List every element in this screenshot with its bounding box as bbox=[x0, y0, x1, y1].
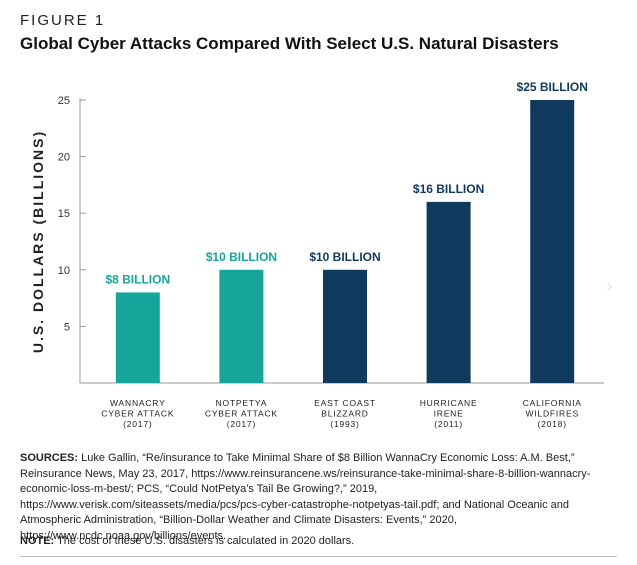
x-tick-label: (2017) bbox=[123, 419, 152, 429]
sources-label: SOURCES: bbox=[20, 452, 79, 464]
chevron-right-icon[interactable]: › bbox=[606, 275, 613, 297]
figure-title: Global Cyber Attacks Compared With Selec… bbox=[20, 34, 559, 53]
x-tick-label: (1993) bbox=[330, 419, 359, 429]
bar bbox=[323, 269, 367, 383]
bar-data-label: $10 BILLION bbox=[206, 250, 277, 264]
x-tick-label: (2017) bbox=[227, 419, 256, 429]
bar bbox=[219, 269, 264, 383]
x-tick-label: (2011) bbox=[434, 419, 463, 429]
bar-data-label: $10 BILLION bbox=[309, 250, 380, 264]
note: NOTE: The cost of these U.S. disasters i… bbox=[20, 534, 620, 549]
bar-data-label: $16 BILLION bbox=[413, 182, 484, 196]
x-tick-label: EAST COAST bbox=[314, 398, 376, 408]
bars: $8 BILLION $10 BILLION $10 BILLION $16 BILL… bbox=[105, 80, 588, 383]
note-text: The cost of these U.S. disasters is calc… bbox=[54, 535, 355, 547]
x-tick-label: NOTPETYA bbox=[216, 398, 268, 408]
bar bbox=[115, 292, 160, 383]
figure-label: FIGURE 1 bbox=[20, 12, 106, 29]
x-tick-label: WILDFIRES bbox=[525, 409, 578, 419]
note-label: NOTE: bbox=[20, 535, 55, 547]
y-tick-label: 25 bbox=[58, 95, 70, 107]
divider bbox=[20, 556, 617, 557]
bar-chart: 5 10 15 20 25 $8 BILLION $10 BILLION $10 BILLI… bbox=[30, 80, 604, 429]
sources-text: Luke Gallin, “Re/insurance to Take Minim… bbox=[20, 452, 591, 542]
bar-data-label: $25 BILLION bbox=[517, 80, 588, 94]
sources: SOURCES: Luke Gallin, “Re/insurance to T… bbox=[20, 451, 620, 544]
x-tick-label: CYBER ATTACK bbox=[205, 409, 278, 419]
y-axis-label: U.S. DOLLARS (BILLIONS) bbox=[30, 130, 46, 353]
x-tick-label: WANNACRY bbox=[110, 398, 166, 408]
x-tick-label: IRENE bbox=[434, 409, 464, 419]
x-tick-label: HURRICANE bbox=[420, 398, 478, 408]
bar bbox=[530, 100, 575, 383]
y-axis: 5 10 15 20 25 bbox=[58, 95, 604, 384]
y-tick-label: 10 bbox=[58, 265, 70, 277]
y-tick-label: 15 bbox=[58, 208, 70, 220]
y-tick-label: 5 bbox=[64, 321, 70, 333]
bar-data-label: $8 BILLION bbox=[105, 272, 170, 286]
x-tick-label: CYBER ATTACK bbox=[101, 409, 174, 419]
x-tick-label: (2018) bbox=[538, 419, 567, 429]
x-tick-label: CALIFORNIA bbox=[523, 398, 582, 408]
bar bbox=[426, 201, 471, 383]
y-tick-label: 20 bbox=[58, 152, 70, 164]
x-tick-label: BLIZZARD bbox=[321, 409, 369, 419]
